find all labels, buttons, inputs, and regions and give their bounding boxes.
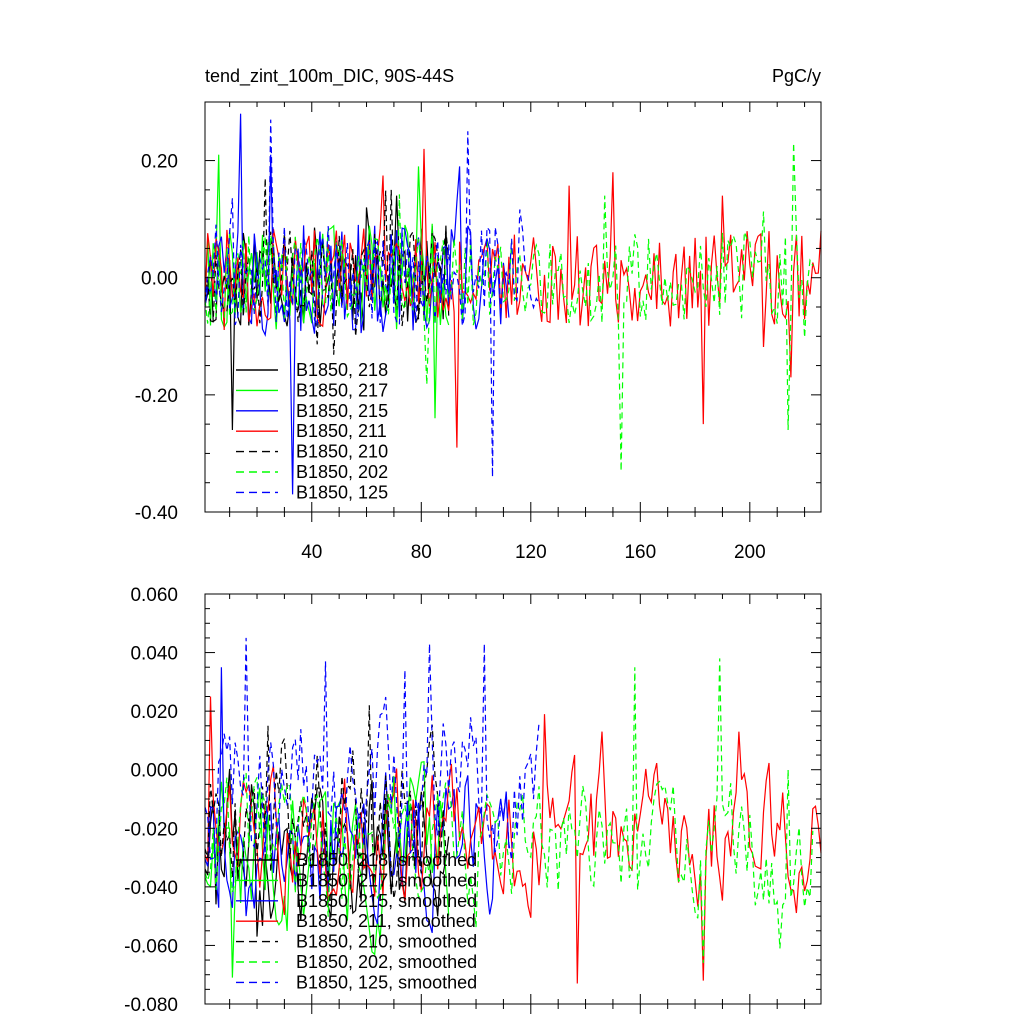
top-title: tend_zint_100m_DIC, 90S-44S xyxy=(205,66,454,87)
top-ytick-label: -0.40 xyxy=(135,503,178,524)
top-xtick-label: 160 xyxy=(624,542,656,563)
top-series-line xyxy=(204,142,814,472)
panel-bottom: -0.080 -0.060 -0.040 -0.020 0.000 0.020 0.040 0… xyxy=(124,585,822,1016)
bottom-legend-label: B1850, 202, smoothed xyxy=(296,952,477,972)
top-xtick-label: 200 xyxy=(734,542,766,563)
top-ytick-label: 0.00 xyxy=(141,269,178,290)
bottom-legend-label: B1850, 125, smoothed xyxy=(296,972,477,992)
top-legend-label: B1850, 218 xyxy=(296,360,388,380)
bottom-ytick-label: 0.020 xyxy=(130,702,178,723)
bottom-legend-label: B1850, 211, smoothed xyxy=(296,911,476,931)
top-legend-label: B1850, 211 xyxy=(296,421,387,441)
top-series-group xyxy=(204,113,822,495)
top-legend-label: B1850, 217 xyxy=(296,380,388,400)
bottom-ytick-label: -0.020 xyxy=(124,819,178,840)
top-series-line xyxy=(204,113,510,495)
top-xtick-label: 120 xyxy=(515,542,547,563)
bottom-series-line xyxy=(204,705,450,899)
bottom-ytick-label: 0.000 xyxy=(130,761,178,782)
bottom-legend-label: B1850, 217, smoothed xyxy=(296,870,477,890)
top-legend-label: B1850, 215 xyxy=(296,401,388,421)
top-ytick-label: -0.20 xyxy=(135,386,178,407)
bottom-ytick-label: 0.040 xyxy=(130,644,178,665)
bottom-series-line xyxy=(204,667,510,934)
top-series-line xyxy=(204,119,540,477)
bottom-ytick-label: -0.080 xyxy=(124,995,178,1016)
top-series-line xyxy=(204,178,450,355)
bottom-ticks: -0.080 -0.060 -0.040 -0.020 0.000 0.020 0.040 0… xyxy=(124,585,821,1016)
bottom-series-group xyxy=(204,637,822,984)
bottom-legend-label: B1850, 218, smoothed xyxy=(296,850,477,870)
bottom-legend-label: B1850, 210, smoothed xyxy=(296,932,477,952)
bottom-ytick-label: -0.060 xyxy=(124,936,178,957)
top-ytick-label: 0.20 xyxy=(141,152,178,173)
bottom-series-line xyxy=(204,637,540,861)
bottom-ytick-label: 0.060 xyxy=(130,585,178,606)
top-legend-label: B1850, 202 xyxy=(296,462,388,482)
top-legend-label: B1850, 125 xyxy=(296,482,388,502)
top-legend-label: B1850, 210 xyxy=(296,442,388,462)
top-xtick-label: 40 xyxy=(301,542,322,563)
bottom-ytick-label: -0.040 xyxy=(124,878,178,899)
panel-top: tend_zint_100m_DIC, 90S-44S PgC/y -0.40-… xyxy=(135,66,822,563)
top-xtick-label: 80 xyxy=(411,542,432,563)
top-units: PgC/y xyxy=(772,66,821,86)
bottom-legend-label: B1850, 215, smoothed xyxy=(296,891,477,911)
bottom-series-line xyxy=(204,658,814,964)
top-ticks: -0.40 -0.20 0.00 0.20 40 80 120 160 200 xyxy=(135,102,821,563)
